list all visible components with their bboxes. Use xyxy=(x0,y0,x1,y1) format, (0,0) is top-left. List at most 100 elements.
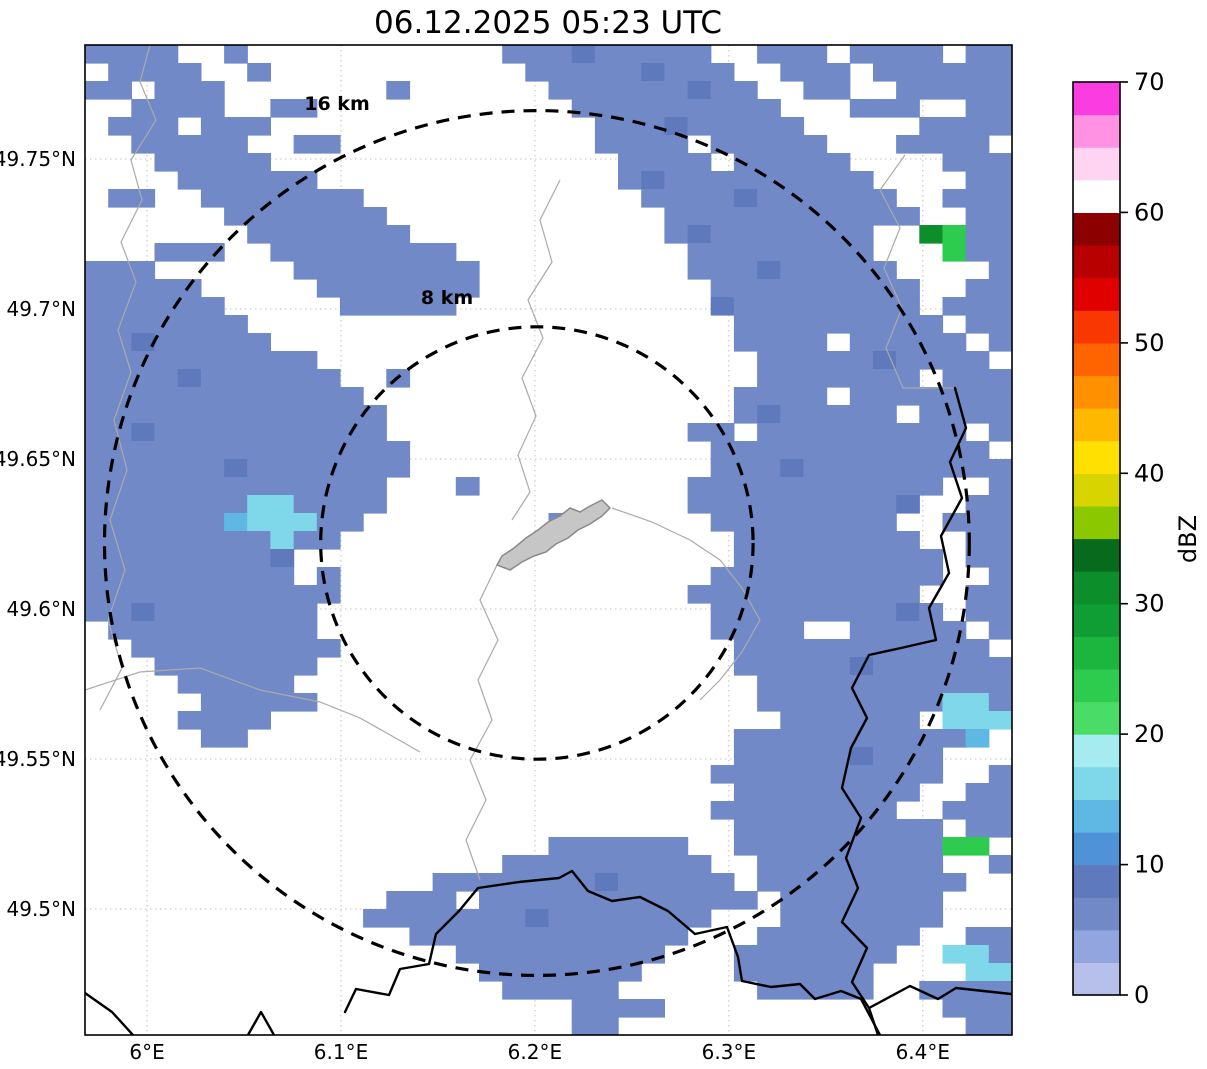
colorbar-segment xyxy=(1073,832,1120,866)
radar-echo-cell xyxy=(224,477,248,496)
radar-echo-cell xyxy=(316,207,341,226)
radar-echo-cell xyxy=(247,117,271,136)
radar-echo-cell xyxy=(896,369,920,388)
radar-echo-cell xyxy=(710,495,735,514)
radar-echo-cell xyxy=(363,495,387,514)
radar-echo-cell xyxy=(780,783,805,802)
radar-echo-cell xyxy=(525,45,550,64)
x-tick-label: 6.4°E xyxy=(896,1040,950,1064)
radar-echo-cell xyxy=(780,729,805,748)
radar-echo-cell xyxy=(780,855,805,874)
x-tick-label: 6.2°E xyxy=(508,1040,562,1064)
radar-echo-cell xyxy=(618,81,642,100)
radar-echo-cell xyxy=(409,297,434,316)
river-admin-line xyxy=(611,507,761,701)
radar-echo-cell xyxy=(270,603,295,622)
radar-echo-cell xyxy=(270,99,295,118)
colorbar-segment xyxy=(1073,636,1120,670)
radar-echo-cell xyxy=(803,459,828,478)
radar-echo-cell xyxy=(965,711,990,730)
radar-echo-cell xyxy=(849,765,874,784)
radar-echo-cell xyxy=(200,603,225,622)
radar-echo-cell xyxy=(757,567,781,586)
radar-echo-cell xyxy=(849,603,874,622)
radar-echo-cell xyxy=(733,135,758,154)
radar-echo-cell xyxy=(803,729,828,748)
radar-echo-cell xyxy=(687,909,712,928)
colorbar-segment xyxy=(1073,245,1120,279)
radar-echo-cell xyxy=(224,171,248,190)
radar-echo-cell xyxy=(664,45,689,64)
radar-echo-cell xyxy=(710,297,735,316)
radar-echo-cell xyxy=(826,819,851,838)
radar-echo-cell xyxy=(942,135,967,154)
radar-echo-cell xyxy=(339,225,364,244)
radar-echo-cell xyxy=(826,549,851,568)
radar-echo-cell xyxy=(757,369,781,388)
colorbar-segment xyxy=(1073,734,1120,768)
radar-echo-cell xyxy=(177,567,202,586)
radar-echo-cell xyxy=(873,675,897,694)
radar-echo-cell xyxy=(641,171,665,190)
radar-echo-cell xyxy=(270,675,295,694)
colorbar-tick-label: 20 xyxy=(1134,720,1165,748)
radar-echo-cell xyxy=(733,171,758,190)
radar-echo-cell xyxy=(780,513,805,532)
radar-echo-cell xyxy=(896,81,920,100)
radar-echo-cell xyxy=(849,639,874,658)
radar-echo-cell xyxy=(270,531,295,550)
radar-echo-cell xyxy=(687,423,712,442)
radar-echo-cell xyxy=(849,333,874,352)
radar-echo-cell xyxy=(664,855,689,874)
city-shape xyxy=(495,499,612,571)
radar-echo-cell xyxy=(618,963,642,982)
radar-echo-cell xyxy=(849,423,874,442)
radar-echo-cell xyxy=(803,405,828,424)
radar-echo-cell xyxy=(733,81,758,100)
radar-echo-cell xyxy=(293,441,318,460)
radar-echo-cell xyxy=(896,531,920,550)
radar-echo-cell xyxy=(803,495,828,514)
axis-layer: 6°E 6.1°E 6.2°E 6.3°E 6.4°E 49.75°N 49.7°N 49.6… xyxy=(0,44,1013,1064)
radar-echo-cell xyxy=(224,189,248,208)
radar-echo-cell xyxy=(849,585,874,604)
radar-echo-cell xyxy=(363,279,387,298)
radar-echo-cell xyxy=(757,927,781,946)
radar-echo-cell xyxy=(942,351,967,370)
colorbar-segment xyxy=(1073,114,1120,148)
radar-echo-cell xyxy=(733,117,758,136)
radar-echo-cell xyxy=(224,369,248,388)
radar-echo-cell xyxy=(896,729,920,748)
radar-echo-cell xyxy=(247,459,271,478)
radar-echo-cell xyxy=(247,171,271,190)
radar-echo-cell xyxy=(200,297,225,316)
radar-echo-cell xyxy=(780,495,805,514)
radar-echo-cell xyxy=(803,477,828,496)
radar-echo-cell xyxy=(247,63,271,82)
radar-echo-cell xyxy=(177,675,202,694)
radar-echo-cell xyxy=(247,675,271,694)
radar-echo-cell xyxy=(849,657,874,676)
radar-echo-cell xyxy=(270,657,295,676)
radar-echo-cell xyxy=(988,1017,1012,1035)
radar-echo-cell xyxy=(873,837,897,856)
radar-echo-cell xyxy=(85,351,109,370)
radar-echo-cell xyxy=(177,531,202,550)
radar-echo-cell xyxy=(896,207,920,226)
radar-echo-cell xyxy=(131,621,156,640)
radar-echo-cell xyxy=(988,225,1012,244)
radar-echo-cell xyxy=(293,243,318,262)
radar-echo-cell xyxy=(409,891,434,910)
radar-echo-cell xyxy=(896,333,920,352)
radar-echo-cell xyxy=(733,315,758,334)
radar-echo-cell xyxy=(919,657,944,676)
radar-echo-cell xyxy=(548,909,573,928)
radar-echo-cell xyxy=(571,927,596,946)
radar-echo-cell xyxy=(270,621,295,640)
radar-echo-cell xyxy=(200,531,225,550)
radar-echo-cell xyxy=(849,459,874,478)
radar-echo-cell xyxy=(200,387,225,406)
radar-echo-cell xyxy=(641,153,665,172)
radar-echo-cell xyxy=(548,945,573,964)
radar-echo-cell xyxy=(757,243,781,262)
